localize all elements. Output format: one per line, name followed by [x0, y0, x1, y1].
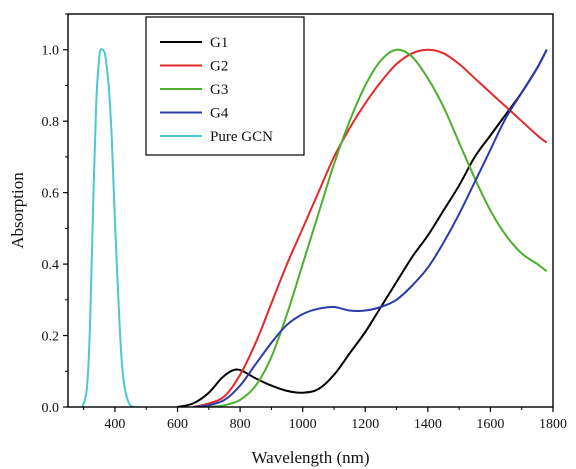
- x-tick-label: 1400: [414, 417, 442, 432]
- x-tick-label: 1000: [289, 417, 317, 432]
- legend-label-g1: G1: [210, 35, 228, 51]
- series-line-g2: [192, 48, 548, 407]
- legend-label-g2: G2: [210, 59, 228, 75]
- y-tick-label: 1.0: [42, 44, 60, 59]
- x-tick-label: 600: [167, 417, 188, 432]
- x-axis-title: Wavelength (nm): [251, 448, 369, 467]
- plot-frame: [67, 13, 554, 408]
- legend-label-g4: G4: [210, 106, 229, 122]
- y-axis-title: Absorption: [8, 172, 27, 249]
- legend: G1 G2 G3 G4 Pure GCN: [145, 16, 305, 156]
- x-tick-label: 800: [230, 417, 251, 432]
- x-tick-label: 1600: [476, 417, 504, 432]
- series-line-g1: [177, 49, 548, 407]
- y-tick-label: 0.6: [42, 187, 60, 202]
- y-tick-label: 0.8: [42, 115, 60, 130]
- x-tick-label: 400: [104, 417, 125, 432]
- series-line-g4: [193, 49, 548, 407]
- series-line-pure-gcn: [81, 48, 139, 407]
- legend-box: [145, 16, 305, 156]
- y-tick-label: 0.2: [42, 330, 60, 345]
- series-line-g3: [208, 48, 548, 407]
- legend-label-pure-gcn: Pure GCN: [210, 129, 273, 145]
- y-tick-label: 0.4: [42, 258, 60, 273]
- y-tick-label: 0.0: [42, 401, 60, 416]
- x-tick-label: 1800: [539, 417, 567, 432]
- legend-label-g3: G3: [210, 82, 228, 98]
- x-tick-label: 1200: [351, 417, 379, 432]
